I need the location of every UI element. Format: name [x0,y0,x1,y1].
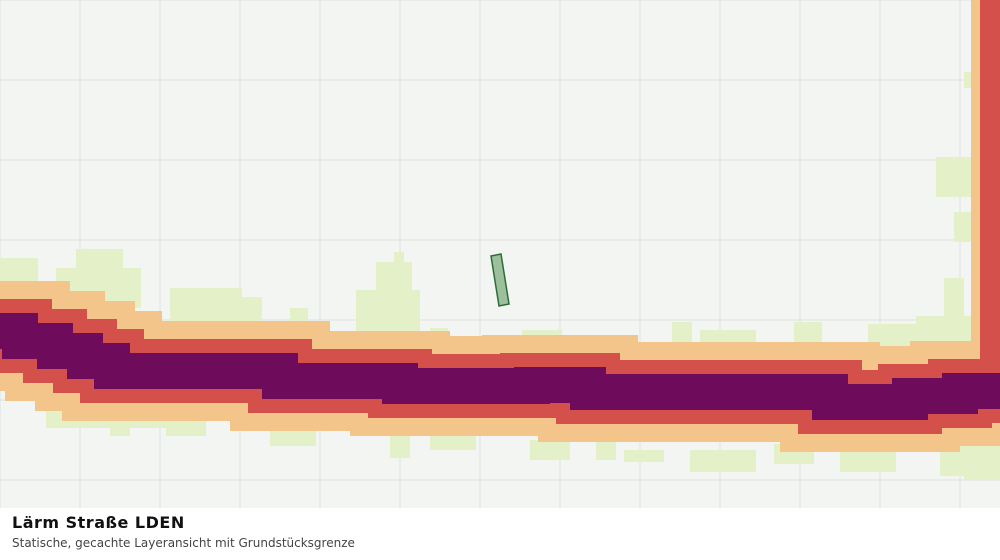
map-view [0,0,1000,508]
noise-layer [0,0,1000,480]
map-subtitle: Statische, gecachte Layeransicht mit Gru… [12,536,355,550]
parcel-boundary [490,253,510,307]
map-title: Lärm Straße LDEN [12,513,185,532]
noise-zone-very-high [0,313,1000,420]
